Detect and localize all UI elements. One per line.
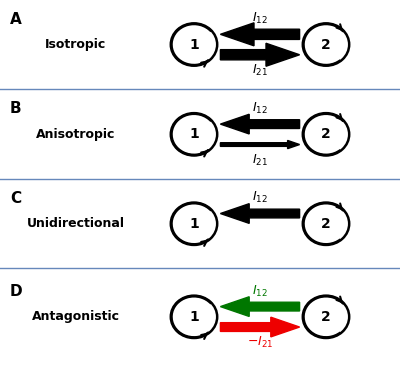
Text: 2: 2: [321, 217, 331, 231]
Text: 1: 1: [189, 127, 199, 141]
Text: 1: 1: [189, 38, 199, 51]
FancyArrow shape: [220, 23, 300, 46]
Text: $I_{21}$: $I_{21}$: [252, 153, 268, 168]
FancyArrow shape: [220, 43, 300, 66]
Text: Unidirectional: Unidirectional: [27, 217, 125, 230]
Text: A: A: [10, 12, 22, 27]
Circle shape: [171, 23, 217, 66]
Text: $I_{12}$: $I_{12}$: [252, 284, 268, 299]
FancyArrow shape: [220, 297, 300, 316]
FancyArrow shape: [220, 114, 300, 134]
Circle shape: [303, 23, 349, 66]
Circle shape: [171, 296, 217, 338]
Circle shape: [303, 203, 349, 245]
FancyArrow shape: [220, 317, 300, 337]
Text: 2: 2: [321, 127, 331, 141]
Text: Isotropic: Isotropic: [45, 38, 107, 51]
Circle shape: [171, 203, 217, 245]
Text: $I_{12}$: $I_{12}$: [252, 101, 268, 116]
Text: Antagonistic: Antagonistic: [32, 310, 120, 323]
Text: 1: 1: [189, 310, 199, 324]
Text: 2: 2: [321, 310, 331, 324]
Circle shape: [303, 113, 349, 155]
FancyArrow shape: [220, 141, 300, 149]
Circle shape: [303, 296, 349, 338]
Text: B: B: [10, 101, 22, 116]
Circle shape: [171, 113, 217, 155]
FancyArrow shape: [220, 204, 300, 223]
Text: C: C: [10, 191, 21, 206]
Text: $I_{12}$: $I_{12}$: [252, 11, 268, 26]
Text: 2: 2: [321, 38, 331, 51]
Text: $-I_{21}$: $-I_{21}$: [247, 335, 273, 350]
Text: $I_{21}$: $I_{21}$: [252, 63, 268, 78]
Text: $I_{12}$: $I_{12}$: [252, 191, 268, 205]
Text: Anisotropic: Anisotropic: [36, 128, 116, 141]
Text: D: D: [10, 284, 23, 299]
Text: 1: 1: [189, 217, 199, 231]
